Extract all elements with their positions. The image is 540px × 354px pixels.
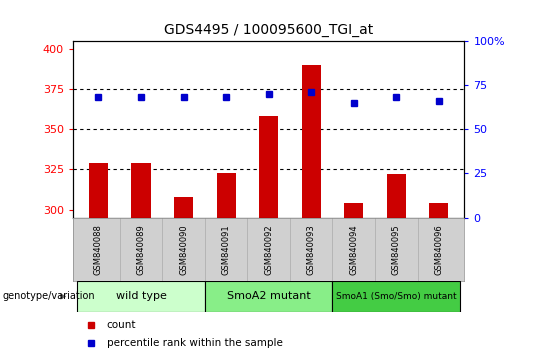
Text: SmoA1 (Smo/Smo) mutant: SmoA1 (Smo/Smo) mutant [336,292,457,301]
Text: GSM840096: GSM840096 [434,224,443,275]
Bar [77,281,205,312]
Title: GDS4495 / 100095600_TGI_at: GDS4495 / 100095600_TGI_at [164,23,373,37]
Text: wild type: wild type [116,291,166,302]
Bar [333,281,460,312]
Text: GSM840092: GSM840092 [264,224,273,275]
Bar [89,163,108,218]
Text: count: count [106,320,136,330]
Text: GSM840094: GSM840094 [349,224,358,275]
Bar [205,281,333,312]
Bar [217,173,235,218]
Text: GSM840093: GSM840093 [307,224,316,275]
Text: GSM840095: GSM840095 [392,224,401,275]
Text: GSM840089: GSM840089 [137,224,145,275]
Bar [302,65,321,218]
Bar [429,203,448,218]
Bar [259,116,278,218]
Text: GSM840088: GSM840088 [94,224,103,275]
Bar [174,197,193,218]
Bar [387,174,406,218]
Text: genotype/variation: genotype/variation [3,291,96,302]
Text: GSM840091: GSM840091 [221,224,231,275]
Text: GSM840090: GSM840090 [179,224,188,275]
Text: SmoA2 mutant: SmoA2 mutant [227,291,310,302]
Bar [131,163,151,218]
Text: percentile rank within the sample: percentile rank within the sample [106,338,282,348]
Bar [344,203,363,218]
